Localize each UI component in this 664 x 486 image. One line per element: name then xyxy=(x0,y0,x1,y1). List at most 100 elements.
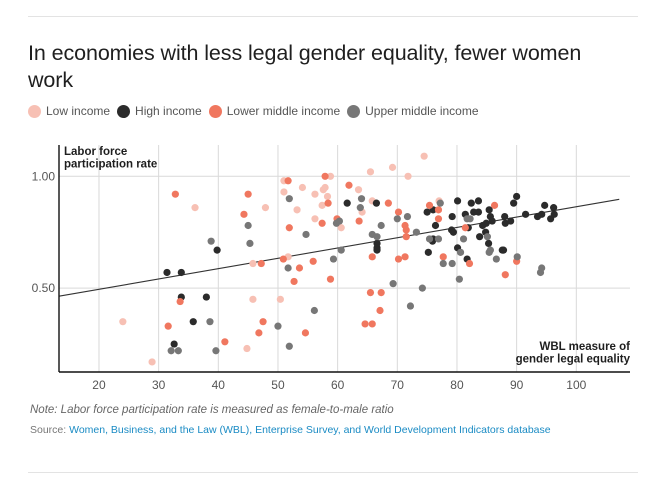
point-upper-middle-income xyxy=(206,318,214,326)
point-low-income xyxy=(280,188,288,196)
point-high-income xyxy=(177,268,185,277)
point-low-income xyxy=(293,206,301,214)
legend-item-upper-middle-income[interactable]: Upper middle income xyxy=(347,104,479,118)
point-upper-middle-income xyxy=(357,195,366,203)
gridlines xyxy=(59,145,630,372)
point-upper-middle-income xyxy=(459,235,468,243)
point-low-income xyxy=(321,183,329,192)
point-upper-middle-income xyxy=(356,204,364,212)
point-upper-middle-income xyxy=(335,217,344,225)
source-link[interactable]: Women, Business, and the Law (WBL), Ente… xyxy=(69,424,551,436)
y-tick-label: 0.50 xyxy=(32,281,56,295)
x-tick-label: 90 xyxy=(510,378,524,392)
point-low-income xyxy=(318,201,326,209)
point-high-income xyxy=(484,239,493,248)
legend-label: Lower middle income xyxy=(226,104,341,118)
point-upper-middle-income xyxy=(212,347,220,355)
point-lower-middle-income xyxy=(244,190,252,198)
point-lower-middle-income xyxy=(255,329,263,337)
point-upper-middle-income xyxy=(483,233,491,241)
x-tick-label: 60 xyxy=(331,378,345,392)
point-lower-middle-income xyxy=(368,320,376,328)
x-tick-label: 80 xyxy=(450,378,464,392)
point-high-income xyxy=(507,217,515,225)
point-high-income xyxy=(501,212,509,221)
point-low-income xyxy=(261,204,270,212)
point-low-income xyxy=(366,168,375,176)
point-high-income xyxy=(550,210,558,218)
point-lower-middle-income xyxy=(164,322,172,330)
point-upper-middle-income xyxy=(246,239,254,248)
point-high-income xyxy=(488,217,496,225)
point-low-income xyxy=(354,186,363,194)
point-upper-middle-income xyxy=(412,228,420,236)
x-tick-label: 20 xyxy=(92,378,106,392)
legend-item-lower-middle-income[interactable]: Lower middle income xyxy=(208,104,341,118)
point-high-income xyxy=(541,201,549,209)
x-tick-label: 100 xyxy=(566,378,586,392)
point-lower-middle-income xyxy=(295,264,304,272)
point-low-income xyxy=(249,259,257,268)
point-low-income xyxy=(326,172,335,180)
bottom-divider xyxy=(28,472,638,473)
point-lower-middle-income xyxy=(402,226,410,234)
point-upper-middle-income xyxy=(393,215,401,223)
point-lower-middle-income xyxy=(401,253,409,261)
point-lower-middle-income xyxy=(490,201,499,209)
legend-swatch-upper-middle-income xyxy=(347,104,361,118)
point-upper-middle-income xyxy=(284,264,292,272)
point-upper-middle-income xyxy=(302,230,310,239)
point-high-income xyxy=(538,210,546,218)
point-low-income xyxy=(337,224,345,232)
point-upper-middle-income xyxy=(329,255,338,263)
point-high-income xyxy=(482,219,490,227)
point-lower-middle-income xyxy=(321,172,329,180)
point-lower-middle-income xyxy=(326,275,335,283)
point-upper-middle-income xyxy=(337,246,345,254)
point-upper-middle-income xyxy=(436,199,444,207)
legend-item-low-income[interactable]: Low income xyxy=(28,104,110,118)
point-upper-middle-income xyxy=(389,280,397,288)
point-low-income xyxy=(420,152,428,160)
point-lower-middle-income xyxy=(176,297,184,306)
point-lower-middle-income xyxy=(259,318,267,326)
legend-item-high-income[interactable]: High income xyxy=(117,104,202,118)
point-high-income xyxy=(510,199,518,207)
point-lower-middle-income xyxy=(461,224,469,232)
x-axis-title: WBL measure of xyxy=(539,341,630,353)
point-high-income xyxy=(499,246,508,254)
point-upper-middle-income xyxy=(406,302,415,310)
point-upper-middle-income xyxy=(285,195,293,203)
point-high-income xyxy=(513,192,521,201)
point-lower-middle-income xyxy=(394,255,403,263)
point-upper-middle-income xyxy=(439,259,447,268)
chart-source: Source: Women, Business, and the Law (WB… xyxy=(30,424,551,436)
point-upper-middle-income xyxy=(207,237,215,245)
point-high-income xyxy=(213,246,221,254)
point-lower-middle-income xyxy=(309,257,317,265)
point-high-income xyxy=(170,340,178,348)
top-divider xyxy=(28,16,638,17)
point-lower-middle-income xyxy=(221,338,229,346)
point-lower-middle-income xyxy=(361,320,369,328)
point-lower-middle-income xyxy=(425,201,434,209)
chart-note: Note: Labor force participation rate is … xyxy=(30,404,394,416)
point-lower-middle-income xyxy=(324,199,332,207)
point-high-income xyxy=(431,221,440,230)
point-lower-middle-income xyxy=(434,206,443,214)
legend-swatch-high-income xyxy=(117,104,131,118)
point-upper-middle-income xyxy=(466,215,474,223)
point-lower-middle-income xyxy=(355,217,363,225)
legend-swatch-low-income xyxy=(28,104,41,118)
point-high-income xyxy=(448,212,456,221)
point-high-income xyxy=(423,208,431,216)
point-low-income xyxy=(119,318,127,326)
point-lower-middle-income xyxy=(402,233,410,241)
point-upper-middle-income xyxy=(513,253,521,261)
axis-labels: 20 30 40 50 60 70 80 90 100 0.50 1.00 Labor forcepa… xyxy=(32,146,631,392)
legend: Low income High income Lower middle inco… xyxy=(28,104,486,118)
x-tick-label: 30 xyxy=(152,378,166,392)
point-high-income xyxy=(467,199,475,207)
point-high-income xyxy=(343,199,351,207)
